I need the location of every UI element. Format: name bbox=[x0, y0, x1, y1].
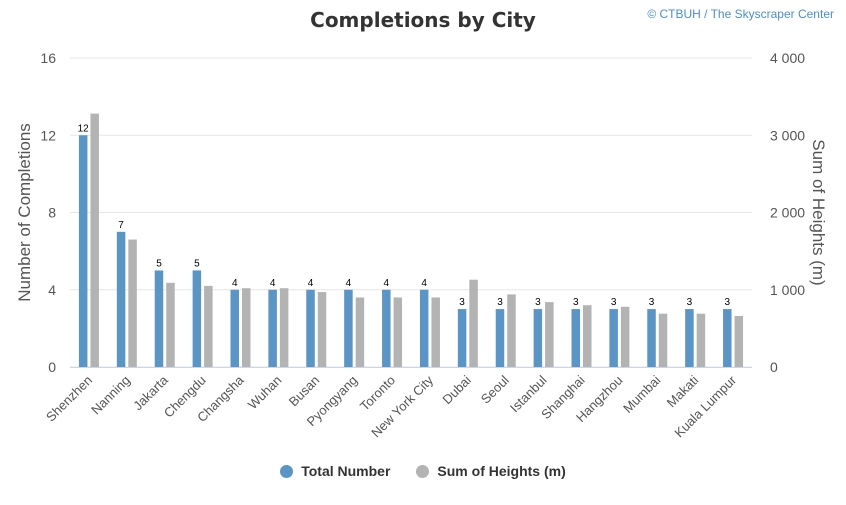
bar-heights-busan bbox=[317, 292, 327, 367]
bar-total-toronto bbox=[382, 289, 391, 367]
y-right-axis-title: Sum of Heights (m) bbox=[809, 139, 828, 285]
bar-heights-pyongyang bbox=[355, 297, 365, 367]
bar-total-kuala-lumpur bbox=[723, 309, 732, 367]
bar-total-mumbai bbox=[647, 309, 656, 367]
y-right-tick-label: 4 000 bbox=[770, 50, 805, 66]
bar-total-nanning bbox=[116, 231, 126, 367]
x-tick-label: Wuhan bbox=[245, 373, 285, 413]
x-tick-label: Busan bbox=[286, 373, 323, 410]
legend-item-total[interactable]: Total Number bbox=[280, 463, 390, 479]
legend-label-total: Total Number bbox=[301, 463, 391, 479]
bar-heights-new-york-city bbox=[431, 297, 440, 367]
legend: Total Number Sum of Heights (m) bbox=[0, 463, 846, 479]
bar-total-shenzhen bbox=[78, 135, 88, 367]
y-right-tick-label: 3 000 bbox=[770, 127, 805, 143]
data-label-total: 4 bbox=[232, 278, 238, 289]
data-label-total: 4 bbox=[270, 278, 276, 289]
y-left-axis-title: Number of Completions bbox=[15, 123, 34, 302]
bar-total-seoul bbox=[495, 309, 505, 367]
bar-heights-shenzhen bbox=[90, 113, 99, 368]
y-right-tick-label: 2 000 bbox=[770, 205, 805, 221]
data-label-total: 3 bbox=[535, 297, 541, 308]
bar-total-makati bbox=[685, 309, 694, 367]
bar-total-new-york-city bbox=[419, 289, 429, 367]
bar-heights-istanbul bbox=[545, 302, 554, 367]
bar-total-istanbul bbox=[533, 309, 543, 367]
bar-total-hangzhou bbox=[609, 309, 618, 367]
x-tick-label: Seoul bbox=[478, 372, 512, 406]
data-label-total: 12 bbox=[78, 123, 90, 134]
bar-heights-seoul bbox=[507, 294, 516, 367]
y-left-tick-label: 4 bbox=[48, 282, 56, 298]
bar-heights-shanghai bbox=[583, 305, 592, 367]
data-label-total: 3 bbox=[687, 297, 693, 308]
credit-link[interactable]: © CTBUH / The Skyscraper Center bbox=[647, 7, 834, 21]
data-label-total: 3 bbox=[649, 297, 655, 308]
bar-total-pyongyang bbox=[344, 289, 353, 367]
y-left-tick-label: 12 bbox=[40, 127, 56, 143]
x-tick-label: Dubai bbox=[439, 372, 474, 407]
bar-total-wuhan bbox=[268, 289, 277, 367]
legend-marker-heights bbox=[416, 464, 430, 478]
bar-heights-kuala-lumpur bbox=[734, 316, 744, 367]
data-label-total: 3 bbox=[725, 297, 731, 308]
data-label-total: 5 bbox=[194, 258, 200, 269]
data-label-total: 3 bbox=[573, 297, 579, 308]
y-right-tick-label: 1 000 bbox=[770, 282, 805, 298]
bar-heights-dubai bbox=[469, 279, 478, 367]
legend-marker-total bbox=[280, 464, 294, 478]
legend-label-heights: Sum of Heights (m) bbox=[437, 463, 566, 479]
data-label-total: 3 bbox=[459, 297, 465, 308]
x-tick-label: Mumbai bbox=[620, 372, 663, 415]
legend-item-heights[interactable]: Sum of Heights (m) bbox=[416, 463, 566, 479]
bar-total-jakarta bbox=[154, 270, 164, 367]
bar-total-chengdu bbox=[192, 270, 202, 367]
data-label-total: 4 bbox=[384, 278, 390, 289]
data-label-total: 5 bbox=[156, 258, 162, 269]
bar-heights-wuhan bbox=[279, 288, 289, 367]
chart-title: Completions by City bbox=[310, 8, 536, 32]
bar-total-shanghai bbox=[571, 309, 580, 367]
y-right-tick-label: 0 bbox=[770, 359, 778, 375]
bar-heights-makati bbox=[696, 313, 706, 367]
data-label-total: 3 bbox=[611, 297, 617, 308]
bar-total-dubai bbox=[457, 309, 467, 367]
bar-heights-hangzhou bbox=[620, 306, 630, 367]
bar-heights-changsha bbox=[242, 288, 251, 367]
x-tick-label: Shenzhen bbox=[43, 373, 95, 425]
bar-heights-mumbai bbox=[658, 313, 668, 367]
data-label-total: 3 bbox=[497, 297, 503, 308]
x-tick-label: Nanning bbox=[88, 373, 133, 418]
y-left-tick-label: 16 bbox=[40, 50, 56, 66]
bar-heights-chengdu bbox=[204, 285, 213, 367]
data-label-total: 4 bbox=[308, 278, 314, 289]
bar-chart: 0 4 8 12 16 0 1 000 2 000 3 000 4 000 Number of Co… bbox=[15, 50, 828, 440]
bar-heights-nanning bbox=[128, 239, 137, 367]
bar-total-changsha bbox=[230, 289, 239, 367]
data-label-total: 4 bbox=[421, 278, 427, 289]
y-left-tick-label: 0 bbox=[48, 359, 56, 375]
y-left-tick-label: 8 bbox=[48, 205, 56, 221]
bar-heights-toronto bbox=[393, 297, 403, 367]
data-label-total: 4 bbox=[346, 278, 352, 289]
bar-total-busan bbox=[306, 289, 315, 367]
data-label-total: 7 bbox=[118, 220, 124, 231]
bar-heights-jakarta bbox=[166, 282, 175, 367]
